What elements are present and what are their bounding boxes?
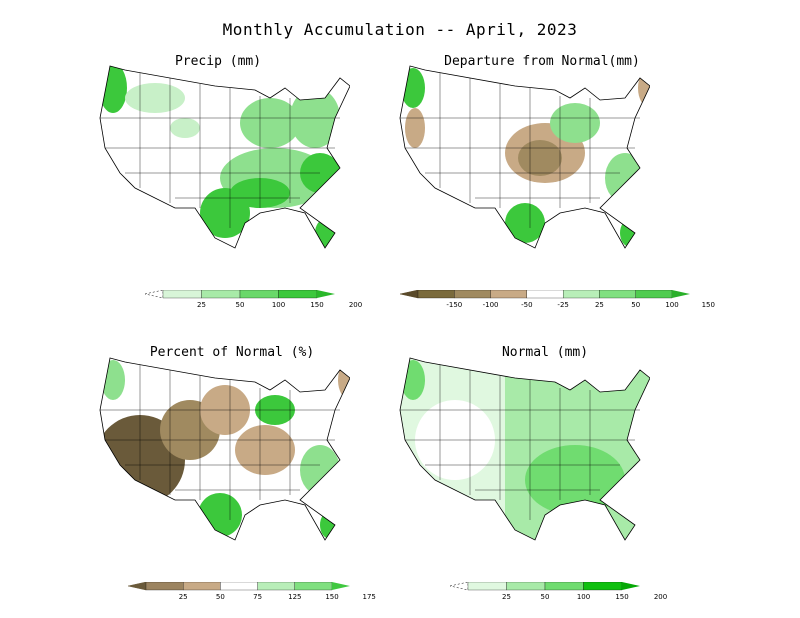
colorbar-swatch [544,582,584,591]
colorbar-swatch [599,290,636,299]
colorbar-tick-label: 200 [653,593,668,601]
colorbar-extend-low [128,582,147,591]
colorbar-tick-label: 50 [215,593,225,601]
colorbar-swatch [278,290,318,299]
colorbar-extend-low [450,582,469,591]
colorbar-extend-high [672,290,690,298]
colorbar-tick-label: 100 [665,301,679,309]
colorbar-swatch [490,290,528,299]
colorbar-tick-label: -50 [521,301,533,309]
colorbar-tick-label: 100 [271,301,286,309]
colorbar-tick-label: 150 [310,301,324,309]
colorbar-extend-low [400,290,419,299]
precip-panel-title: Precip (mm) [174,54,262,69]
page-title: Monthly Accumulation -- April, 2023 [222,20,578,39]
colorbar-swatches [128,582,350,591]
normal-panel-title: Normal (mm) [501,345,589,360]
colorbar-tick-label: 175 [362,593,376,601]
colorbar-tick-label: -25 [557,301,569,309]
departure-map [399,65,650,249]
colorbar-tick-label: 150 [325,593,339,601]
colorbar-swatch [417,290,455,299]
colorbar-tick-label: 50 [631,301,641,309]
colorbar-tick-label: 100 [576,593,591,601]
colorbar-tick-label: 125 [288,593,302,601]
colorbar-swatch [145,582,184,591]
colorbar-swatch [467,582,507,591]
colorbar-extend-high [317,290,335,298]
percent-map [99,357,350,541]
normal-colorbar: 25 50 100 150 200 [450,582,667,612]
colorbar-swatch [162,290,202,299]
precip-colorbar: 25 50 100 150 200 [145,290,362,320]
colorbar-swatches [145,290,335,299]
colorbar-swatch [526,290,564,299]
colorbar-swatch [506,582,546,591]
colorbar-swatches [450,582,640,591]
colorbar-swatch [201,290,241,299]
colorbar-tick-label: -100 [482,301,499,309]
colorbar-tick-label: 150 [615,593,629,601]
colorbar-tick-label: 75 [253,593,263,601]
colorbar-swatch [454,290,491,299]
colorbar-tick-label: 150 [701,301,715,309]
colorbar-tick-label: 200 [348,301,363,309]
colorbar-extend-high [332,582,350,590]
colorbar-swatches [400,290,690,299]
colorbar-tick-label: 25 [197,301,206,309]
colorbar-swatch [583,582,623,591]
colorbar-swatch [562,290,600,299]
precip-map [99,65,350,249]
colorbar-tick-label: 50 [235,301,245,309]
departure-colorbar: -150 -100 -50 -25 25 50 100 150 [400,290,715,320]
colorbar-tick-label: 25 [594,301,604,309]
colorbar-tick-label: 50 [540,593,550,601]
colorbar-extend-high [622,582,640,590]
colorbar-tick-label: 25 [178,593,188,601]
colorbar-tick-label: -150 [446,301,463,309]
colorbar-extend-low [145,290,164,299]
colorbar-swatch [635,290,673,299]
colorbar-swatch [294,582,333,591]
colorbar-swatch [183,582,221,591]
percent-colorbar: 25 50 75 125 150 175 [128,582,376,612]
percent-panel-title: Percent of Normal (%) [149,345,315,360]
colorbar-swatch [239,290,279,299]
normal-map [399,357,650,541]
colorbar-swatch [220,582,258,591]
departure-panel-title: Departure from Normal(mm) [444,54,640,69]
colorbar-swatch [257,582,295,591]
colorbar-tick-label: 25 [502,593,511,601]
